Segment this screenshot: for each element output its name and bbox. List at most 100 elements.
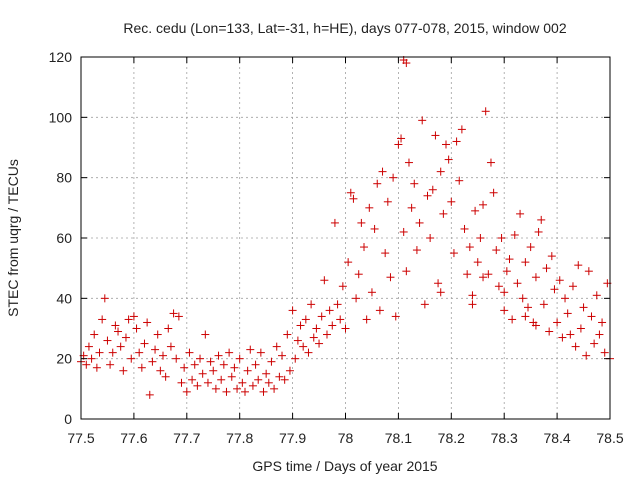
y-tick-label: 120 — [49, 49, 73, 65]
data-point — [307, 300, 316, 309]
data-point — [481, 107, 490, 116]
data-point — [325, 306, 334, 315]
data-point — [346, 188, 355, 197]
data-point — [402, 267, 411, 276]
data-point — [95, 348, 104, 357]
data-point — [100, 294, 109, 303]
data-point — [299, 342, 308, 351]
data-point — [336, 315, 345, 324]
data-point — [280, 375, 289, 384]
data-point — [362, 315, 371, 324]
data-point — [389, 173, 398, 182]
data-point — [293, 336, 302, 345]
data-point — [447, 197, 456, 206]
data-point — [471, 206, 480, 215]
data-point — [439, 209, 448, 218]
data-point — [418, 116, 427, 125]
data-point — [592, 291, 601, 300]
data-point — [397, 134, 406, 143]
data-point — [322, 330, 331, 339]
data-point — [415, 218, 424, 227]
data-point — [137, 363, 146, 372]
data-point — [222, 387, 231, 396]
data-point — [196, 354, 205, 363]
data-point — [262, 369, 271, 378]
data-point — [185, 348, 194, 357]
x-tick-labels: 77.5 77.6 77.7 77.8 77.9 78 78.1 78.2 78.3 78.4 78… — [67, 430, 623, 446]
data-point — [423, 191, 432, 200]
data-point — [108, 348, 117, 357]
data-point — [106, 360, 115, 369]
data-point — [230, 363, 239, 372]
data-point — [492, 246, 501, 255]
data-point — [367, 288, 376, 297]
data-point — [505, 255, 514, 264]
data-point — [553, 318, 562, 327]
x-tick-label: 78 — [338, 430, 354, 446]
data-point — [312, 324, 321, 333]
data-point — [301, 315, 310, 324]
data-point — [500, 288, 509, 297]
data-point — [235, 354, 244, 363]
data-point — [561, 294, 570, 303]
data-point — [449, 249, 458, 258]
data-point — [373, 179, 382, 188]
data-point — [129, 312, 138, 321]
data-point — [394, 140, 403, 149]
data-point — [169, 309, 178, 318]
data-point — [584, 267, 593, 276]
data-point — [531, 321, 540, 330]
data-point — [315, 339, 324, 348]
data-point — [420, 300, 429, 309]
data-point — [140, 339, 149, 348]
data-point — [428, 185, 437, 194]
grid-lines — [81, 57, 610, 419]
data-point — [87, 354, 96, 363]
axis-ticks — [80, 56, 611, 420]
data-point — [574, 261, 583, 270]
data-point — [111, 321, 120, 330]
data-point — [521, 312, 530, 321]
y-tick-label: 20 — [56, 351, 72, 367]
data-point — [153, 330, 162, 339]
data-point — [172, 354, 181, 363]
data-point — [309, 333, 318, 342]
data-point — [600, 348, 609, 357]
data-point — [521, 258, 530, 267]
data-point — [124, 315, 133, 324]
data-point — [135, 348, 144, 357]
data-point — [238, 378, 247, 387]
data-point — [275, 372, 284, 381]
data-point — [545, 327, 554, 336]
data-point — [513, 279, 522, 288]
data-point — [579, 303, 588, 312]
data-point — [227, 372, 236, 381]
data-point — [566, 330, 575, 339]
data-point — [259, 387, 268, 396]
data-point — [598, 318, 607, 327]
data-point — [473, 258, 482, 267]
data-point — [121, 333, 130, 342]
data-point — [571, 342, 580, 351]
data-point — [547, 252, 556, 261]
data-point — [278, 351, 287, 360]
x-tick-label: 77.5 — [67, 430, 94, 446]
data-point — [92, 363, 101, 372]
data-point — [90, 330, 99, 339]
data-point — [267, 357, 276, 366]
data-point — [272, 342, 281, 351]
data-point — [555, 276, 564, 285]
data-point — [156, 366, 165, 375]
data-point — [211, 384, 220, 393]
data-point — [143, 318, 152, 327]
data-point — [576, 324, 585, 333]
data-point — [410, 179, 419, 188]
data-point — [595, 330, 604, 339]
data-point — [407, 203, 416, 212]
x-axis-label: GPS time / Days of year 2015 — [252, 458, 437, 474]
data-point — [145, 390, 154, 399]
x-tick-label: 78.5 — [596, 430, 623, 446]
data-point — [188, 375, 197, 384]
data-point — [563, 309, 572, 318]
data-point — [158, 351, 167, 360]
